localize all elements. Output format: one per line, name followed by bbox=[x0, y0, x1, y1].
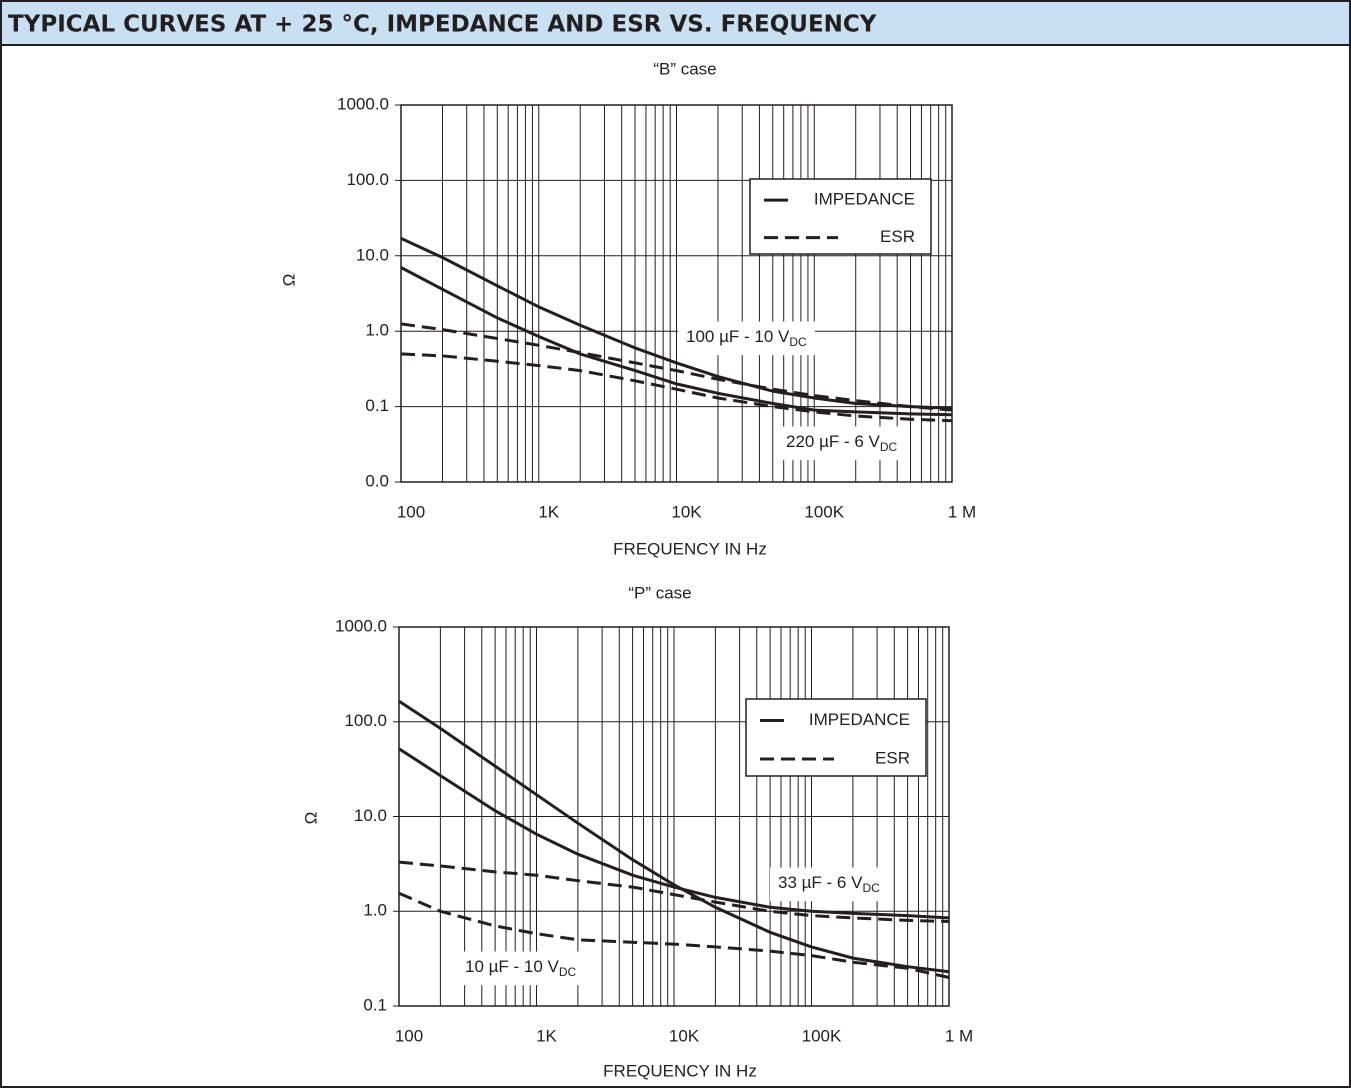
annotation-sub: DC bbox=[559, 965, 577, 979]
series-line bbox=[398, 860, 950, 923]
x-tick-label: 1K bbox=[536, 1026, 557, 1045]
series-line bbox=[400, 352, 953, 423]
x-tick-label: 100 bbox=[397, 502, 425, 521]
y-tick-label: 1000.0 bbox=[337, 94, 389, 113]
x-tick-label: 10K bbox=[671, 502, 702, 521]
annotation-text: 33 µF - 6 V bbox=[778, 873, 863, 892]
annotation-sub: DC bbox=[880, 440, 898, 454]
annotation: 10 µF - 10 VDC bbox=[465, 957, 577, 979]
y-tick-label: 0.0 bbox=[365, 471, 389, 490]
y-tick-label: 100.0 bbox=[344, 711, 387, 730]
x-axis-label: FREQUENCY IN Hz bbox=[603, 1061, 757, 1080]
y-tick-label: 1000.0 bbox=[335, 616, 387, 635]
y-axis-label: Ω bbox=[301, 812, 320, 825]
series-line bbox=[398, 699, 950, 974]
header-title: TYPICAL CURVES AT + 25 °C, IMPEDANCE AND… bbox=[8, 12, 877, 38]
annotation-text: 220 µF - 6 V bbox=[786, 432, 881, 451]
annotation: 100 µF - 10 VDC bbox=[686, 327, 807, 349]
legend-label: ESR bbox=[880, 227, 915, 246]
y-tick-label: 0.1 bbox=[363, 995, 387, 1014]
annotation: 220 µF - 6 VDC bbox=[786, 432, 898, 454]
x-axis-label: FREQUENCY IN Hz bbox=[613, 539, 767, 558]
y-tick-label: 10.0 bbox=[356, 245, 389, 264]
x-tick-label: 100K bbox=[804, 502, 844, 521]
header-bar bbox=[0, 0, 1351, 46]
legend-box bbox=[745, 698, 927, 777]
legend-label: ESR bbox=[875, 748, 910, 767]
plot-frame bbox=[398, 626, 950, 1007]
annotation-sub: DC bbox=[862, 881, 880, 895]
annotation-bg bbox=[770, 867, 889, 902]
plot-frame bbox=[400, 104, 953, 483]
x-tick-label: 100K bbox=[802, 1026, 842, 1045]
series-line bbox=[398, 747, 950, 920]
annotation-text: 10 µF - 10 V bbox=[465, 957, 560, 976]
x-tick-label: 10K bbox=[669, 1026, 700, 1045]
chart-title: “B” case bbox=[653, 59, 716, 78]
y-tick-label: 1.0 bbox=[365, 321, 389, 340]
chart-title: “P” case bbox=[628, 583, 691, 602]
annotation-bg bbox=[778, 426, 906, 461]
annotation-bg bbox=[457, 951, 585, 986]
series-line bbox=[400, 322, 953, 412]
x-tick-label: 100 bbox=[395, 1026, 423, 1045]
y-tick-label: 100.0 bbox=[346, 170, 389, 189]
x-tick-label: 1 M bbox=[945, 1026, 973, 1045]
y-tick-label: 1.0 bbox=[363, 901, 387, 920]
x-tick-label: 1K bbox=[538, 502, 559, 521]
series-line bbox=[398, 891, 950, 979]
series-line bbox=[400, 237, 953, 410]
y-tick-label: 0.1 bbox=[365, 396, 389, 415]
annotation-sub: DC bbox=[789, 335, 807, 349]
legend-label: IMPEDANCE bbox=[814, 190, 915, 209]
annotation-bg bbox=[678, 321, 816, 356]
y-tick-label: 10.0 bbox=[354, 806, 387, 825]
y-axis-label: Ω bbox=[279, 274, 298, 287]
annotation-text: 100 µF - 10 V bbox=[686, 327, 790, 346]
annotation: 33 µF - 6 VDC bbox=[778, 873, 880, 895]
x-tick-label: 1 M bbox=[948, 502, 976, 521]
series-line bbox=[400, 266, 953, 417]
legend-label: IMPEDANCE bbox=[809, 710, 910, 729]
legend-box bbox=[749, 178, 932, 255]
